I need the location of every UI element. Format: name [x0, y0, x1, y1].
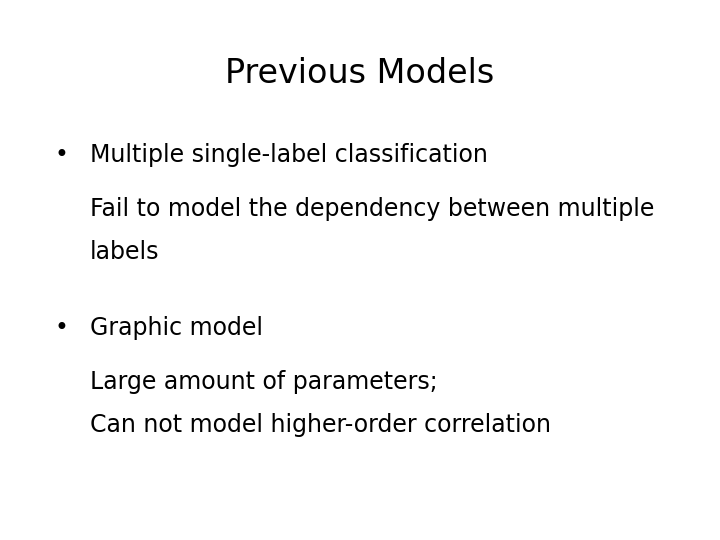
Text: Fail to model the dependency between multiple: Fail to model the dependency between mul… — [90, 197, 654, 221]
Text: •: • — [54, 143, 68, 167]
Text: Previous Models: Previous Models — [225, 57, 495, 90]
Text: Can not model higher-order correlation: Can not model higher-order correlation — [90, 413, 551, 437]
Text: Multiple single-label classification: Multiple single-label classification — [90, 143, 488, 167]
Text: labels: labels — [90, 240, 160, 264]
Text: Large amount of parameters;: Large amount of parameters; — [90, 370, 438, 394]
Text: Graphic model: Graphic model — [90, 316, 263, 340]
Text: •: • — [54, 316, 68, 340]
